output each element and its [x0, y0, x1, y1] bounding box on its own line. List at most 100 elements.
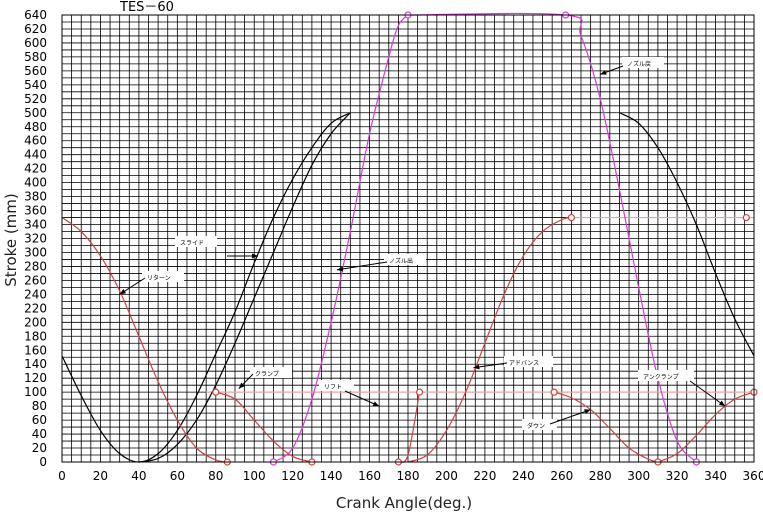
- y-tick-label: 580: [24, 50, 47, 64]
- y-tick-label: 240: [24, 287, 47, 301]
- y-tick-label: 200: [24, 315, 47, 329]
- y-tick-label: 160: [24, 343, 47, 357]
- series-lines: [61, 12, 755, 464]
- y-tick-label: 120: [24, 371, 47, 385]
- x-tick-label: 260: [550, 469, 573, 483]
- annotation-label: ノズル戻: [627, 60, 651, 68]
- point-marker: [212, 388, 220, 396]
- y-tick-label: 620: [24, 22, 47, 36]
- x-axis-title: Crank Angle(deg.): [336, 494, 472, 512]
- y-tick-label: 440: [24, 148, 47, 162]
- y-tick-label: 400: [24, 176, 47, 190]
- point-markers: [212, 11, 758, 466]
- x-tick-label: 280: [589, 469, 612, 483]
- y-tick-label: 600: [24, 36, 47, 50]
- annotation-arrow: [336, 261, 388, 271]
- level-lines: [206, 216, 754, 393]
- y-tick-label: 540: [24, 78, 47, 92]
- series-line-1: [138, 112, 351, 463]
- series-line-4: [215, 391, 313, 463]
- annotation-box: [250, 367, 292, 378]
- annotation-arrowhead: [473, 364, 480, 370]
- annotation-box: [622, 57, 664, 68]
- y-tick-label: 180: [24, 329, 47, 343]
- chart-title: TES－60: [119, 0, 174, 15]
- y-tick-label: 640: [24, 8, 47, 22]
- series-line-2: [619, 112, 755, 357]
- annotation-arrowhead: [238, 382, 245, 389]
- annotation-box: [384, 254, 426, 265]
- annotation-label: リフト: [324, 384, 342, 391]
- annotation-arrowhead: [336, 266, 344, 272]
- y-tick-labels: 0204060801001201401601802002202402602803…: [24, 8, 47, 469]
- y-tick-label: 100: [24, 385, 47, 399]
- annotation-box: [638, 370, 694, 381]
- y-tick-label: 480: [24, 120, 47, 134]
- point-marker: [567, 213, 575, 222]
- annotation-box: [319, 380, 354, 391]
- y-tick-label: 340: [24, 218, 47, 232]
- annotation-arrow: [344, 390, 380, 407]
- y-tick-label: 420: [24, 162, 47, 176]
- y-tick-label: 520: [24, 92, 47, 106]
- annotation-box: [175, 236, 217, 247]
- y-tick-label: 500: [24, 106, 47, 120]
- x-tick-label: 320: [666, 469, 689, 483]
- x-tick-label: 340: [704, 469, 727, 483]
- y-tick-label: 560: [24, 64, 47, 78]
- series-line-0: [61, 112, 351, 463]
- series-line-7: [553, 391, 659, 463]
- series-line-3: [61, 217, 228, 463]
- annotation-box: [142, 271, 184, 282]
- y-tick-label: 360: [24, 204, 47, 218]
- x-tick-labels: 0 20 40 60 80 100 120 140 160 180 200 220 240 260 280 3…: [58, 469, 763, 483]
- x-tick-label: 40: [131, 469, 146, 483]
- x-tick-label: 0: [58, 469, 66, 483]
- x-tick-label: 220: [473, 469, 496, 483]
- x-tick-label: 200: [435, 469, 458, 483]
- annotation-label: アンクランプ: [643, 374, 679, 381]
- y-tick-label: 80: [32, 399, 47, 413]
- annotation-label: クランプ: [255, 371, 279, 378]
- y-tick-label: 460: [24, 134, 47, 148]
- plot-frame: [61, 14, 755, 463]
- point-marker: [550, 388, 558, 396]
- annotation-arrowhead: [252, 253, 259, 259]
- annotation-label: リターン: [147, 274, 171, 282]
- annotation-arrowhead: [600, 69, 607, 75]
- y-tick-label: 0: [39, 455, 47, 469]
- y-tick-label: 380: [24, 190, 47, 204]
- x-tick-label: 300: [627, 469, 650, 483]
- x-tick-label: 60: [170, 469, 185, 483]
- y-tick-label: 320: [24, 232, 47, 246]
- y-tick-label: 220: [24, 301, 47, 315]
- series-line-6: [407, 216, 572, 463]
- annotation-arrowhead: [372, 401, 380, 407]
- annotation-box: [504, 356, 553, 367]
- y-tick-label: 60: [32, 413, 47, 427]
- annotation-arrow: [689, 380, 726, 407]
- x-tick-label: 160: [358, 469, 381, 483]
- series-line-8: [657, 391, 755, 463]
- annotation-label: アドバンス: [509, 360, 539, 367]
- y-axis-title: Stroke (mm): [2, 193, 20, 287]
- grid: [61, 14, 755, 463]
- y-tick-label: 40: [32, 427, 47, 441]
- annotation-arrowhead: [584, 409, 591, 414]
- annotation-box: [522, 419, 557, 430]
- x-tick-label: 360: [743, 469, 763, 483]
- annotation-arrowhead: [718, 400, 726, 407]
- series-line-9: [273, 14, 409, 463]
- y-tick-label: 140: [24, 357, 47, 371]
- point-marker: [415, 388, 424, 396]
- x-tick-label: 20: [93, 469, 108, 483]
- annotation-label: スライド: [180, 240, 204, 247]
- x-tick-label: 240: [512, 469, 535, 483]
- y-tick-label: 260: [24, 273, 47, 287]
- annotation-label: ダウン: [527, 422, 545, 430]
- annotation-arrow: [549, 409, 591, 425]
- point-marker: [742, 213, 750, 222]
- y-tick-label: 280: [24, 259, 47, 273]
- y-tick-label: 300: [24, 245, 47, 259]
